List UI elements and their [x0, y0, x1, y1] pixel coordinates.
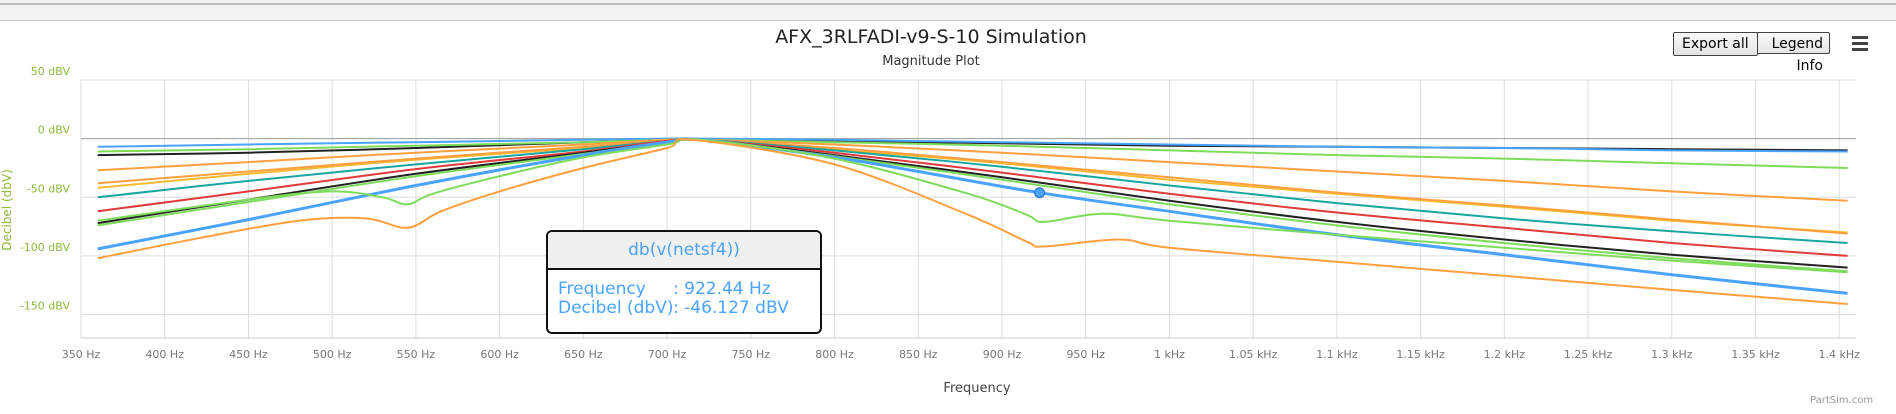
y-tick-label: -100 dBV	[20, 241, 71, 254]
plot-series	[97, 137, 1848, 305]
legend-info-button[interactable]: Legend Info	[1740, 32, 1830, 74]
x-tick-label: 1.3 kHz	[1651, 348, 1693, 361]
series-line	[97, 138, 1848, 274]
series-line	[97, 138, 1848, 244]
x-tick-label: 400 Hz	[145, 348, 184, 361]
y-axis-tick-labels: 50 dBV 0 dBV -50 dBV -100 dBV -150 dBV	[20, 65, 71, 313]
x-axis-title: Frequency	[943, 381, 1010, 396]
y-tick-label: -150 dBV	[20, 300, 71, 313]
x-tick-label: 550 Hz	[397, 348, 436, 361]
series-line	[97, 137, 1848, 295]
x-tick-label: 800 Hz	[815, 348, 854, 361]
x-tick-label: 1.05 kHz	[1229, 348, 1278, 361]
series-line	[97, 138, 1848, 235]
x-tick-label: 600 Hz	[480, 348, 519, 361]
tooltip-frequency-label: Frequency	[558, 279, 646, 299]
series-line	[97, 137, 1848, 273]
series-line	[97, 137, 1848, 153]
x-tick-label: 750 Hz	[732, 348, 771, 361]
x-tick-label: 950 Hz	[1066, 348, 1105, 361]
x-tick-label: 1 kHz	[1154, 348, 1185, 361]
partsim-credit[interactable]: PartSim.com	[1810, 395, 1874, 406]
x-tick-label: 650 Hz	[564, 348, 603, 361]
hamburger-menu-icon[interactable]	[1846, 31, 1874, 55]
series-line	[97, 137, 1848, 257]
tooltip-series-name: db(v(netsf4))	[548, 232, 820, 270]
series-line	[97, 138, 1848, 234]
tooltip-frequency-row: Frequency : 922.44 Hz	[548, 280, 820, 299]
x-tick-label: 1.35 kHz	[1731, 348, 1780, 361]
browser-top-bar	[0, 0, 1896, 21]
tooltip-decibel-row: Decibel (dbV): -46.127 dBV	[548, 299, 820, 318]
data-tooltip: db(v(netsf4)) Frequency : 922.44 Hz Decib…	[546, 230, 822, 334]
x-axis-tick-labels: 350 Hz 400 Hz 450 Hz 500 Hz 550 Hz 600 Hz 650 …	[62, 348, 1860, 361]
y-tick-label: 0 dBV	[38, 124, 71, 137]
tooltip-frequency-value: : 922.44 Hz	[673, 279, 771, 299]
chart-title: AFX_3RLFADI-v9-S-10 Simulation	[775, 26, 1087, 48]
tooltip-decibel-label: Decibel (dbV)	[558, 298, 674, 318]
hover-point-marker[interactable]	[1034, 187, 1046, 199]
series-line	[97, 137, 1848, 269]
tooltip-decibel-value: : -46.127 dBV	[673, 298, 789, 318]
x-tick-label: 450 Hz	[229, 348, 268, 361]
chart-subtitle: Magnitude Plot	[882, 54, 980, 69]
x-tick-label: 350 Hz	[62, 348, 101, 361]
series-line	[97, 138, 1848, 169]
x-tick-label: 700 Hz	[648, 348, 687, 361]
x-tick-label: 1.1 kHz	[1316, 348, 1358, 361]
y-tick-label: 50 dBV	[31, 65, 71, 78]
series-line	[97, 138, 1848, 305]
x-tick-label: 850 Hz	[899, 348, 938, 361]
x-tick-label: 1.25 kHz	[1564, 348, 1613, 361]
y-tick-label: -50 dBV	[27, 182, 71, 195]
y-axis-title: Decibel (dbV)	[0, 169, 14, 251]
x-tick-label: 900 Hz	[983, 348, 1022, 361]
series-line	[97, 138, 1848, 202]
x-tick-label: 1.2 kHz	[1484, 348, 1526, 361]
x-tick-label: 500 Hz	[313, 348, 352, 361]
x-tick-label: 1.15 kHz	[1396, 348, 1445, 361]
export-all-button[interactable]: Export all	[1673, 32, 1758, 56]
x-tick-label: 1.4 kHz	[1819, 348, 1861, 361]
